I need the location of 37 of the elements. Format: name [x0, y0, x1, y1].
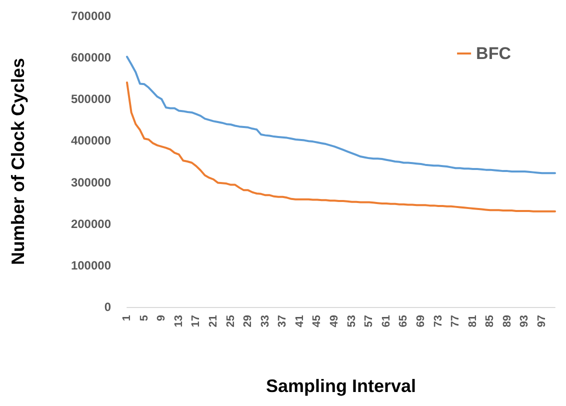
x-tick-label: 93 [518, 315, 531, 328]
x-tick-label: 25 [224, 315, 237, 328]
x-tick-label: 45 [311, 315, 324, 328]
x-tick-label: 13 [172, 315, 185, 328]
y-tick-label: 700000 [70, 9, 112, 23]
y-tick-label: 500000 [70, 92, 112, 106]
line-series [126, 82, 556, 212]
x-tick-label: 49 [328, 315, 341, 328]
x-tick-label: 85 [484, 315, 496, 328]
y-tick-label: 100000 [70, 258, 112, 272]
x-tick-label: 1 [121, 315, 133, 322]
y-axis-title: Number of Clock Cycles [8, 58, 28, 266]
x-tick-label: 65 [398, 315, 410, 328]
x-tick-label: 53 [346, 315, 358, 328]
x-tick-label: 69 [414, 315, 427, 328]
x-tick-label: 73 [432, 315, 444, 328]
x-tick-label: 61 [380, 315, 392, 328]
y-tick-label: 300000 [70, 175, 112, 190]
x-tick-label: 33 [259, 315, 272, 328]
x-tick-label: 5 [138, 315, 150, 322]
x-tick-label: 17 [190, 315, 202, 328]
x-tick-label: 57 [363, 315, 376, 328]
y-tick-label: 0 [104, 300, 112, 314]
legend-label: BFC [476, 44, 512, 63]
x-tick-label: 41 [294, 315, 306, 328]
x-tick-label: 97 [536, 315, 548, 328]
x-tick-label: 29 [242, 315, 254, 328]
x-tick-label: 81 [466, 315, 479, 328]
x-tick-label: 89 [501, 315, 514, 328]
x-tick-label: 37 [276, 315, 289, 328]
y-tick-label: 600000 [70, 50, 112, 65]
y-tick-label: 200000 [70, 216, 112, 231]
y-tick-label: 400000 [70, 134, 112, 148]
x-tick-label: 77 [450, 315, 462, 328]
x-axis-title: Sampling Interval [266, 376, 416, 396]
x-tick-label: 9 [156, 315, 168, 322]
x-tick-label: 21 [207, 315, 220, 328]
